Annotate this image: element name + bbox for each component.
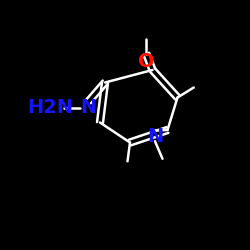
Text: N: N <box>147 127 163 146</box>
Text: N: N <box>80 98 97 117</box>
Text: H2N: H2N <box>27 98 73 117</box>
Text: O: O <box>138 52 154 71</box>
